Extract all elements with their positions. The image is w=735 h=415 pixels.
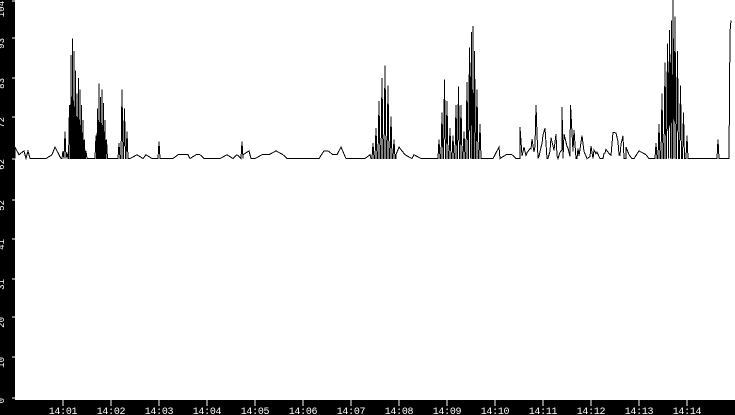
svg-text:31: 31: [0, 279, 7, 290]
svg-text:0: 0: [0, 398, 7, 403]
svg-text:14:06: 14:06: [289, 407, 318, 415]
svg-text:14:03: 14:03: [145, 407, 174, 415]
svg-text:62: 62: [0, 159, 7, 170]
svg-text:14:07: 14:07: [337, 407, 366, 415]
svg-text:14:09: 14:09: [433, 407, 462, 415]
svg-text:14:08: 14:08: [385, 407, 414, 415]
svg-text:14:10: 14:10: [481, 407, 510, 415]
svg-text:83: 83: [0, 78, 7, 89]
svg-text:14:11: 14:11: [529, 407, 558, 415]
svg-text:14:12: 14:12: [577, 407, 606, 415]
svg-text:93: 93: [0, 38, 7, 49]
svg-text:14:01: 14:01: [49, 407, 78, 415]
svg-text:104: 104: [0, 1, 7, 17]
svg-text:41: 41: [0, 239, 7, 250]
svg-text:14:04: 14:04: [193, 407, 222, 415]
svg-text:20: 20: [0, 317, 7, 328]
svg-text:14:02: 14:02: [97, 407, 126, 415]
svg-text:14:05: 14:05: [241, 407, 270, 415]
svg-text:14:14: 14:14: [673, 407, 702, 415]
svg-text:52: 52: [0, 200, 7, 211]
svg-text:14:13: 14:13: [625, 407, 654, 415]
svg-text:72: 72: [0, 117, 7, 128]
svg-text:10: 10: [0, 357, 7, 368]
